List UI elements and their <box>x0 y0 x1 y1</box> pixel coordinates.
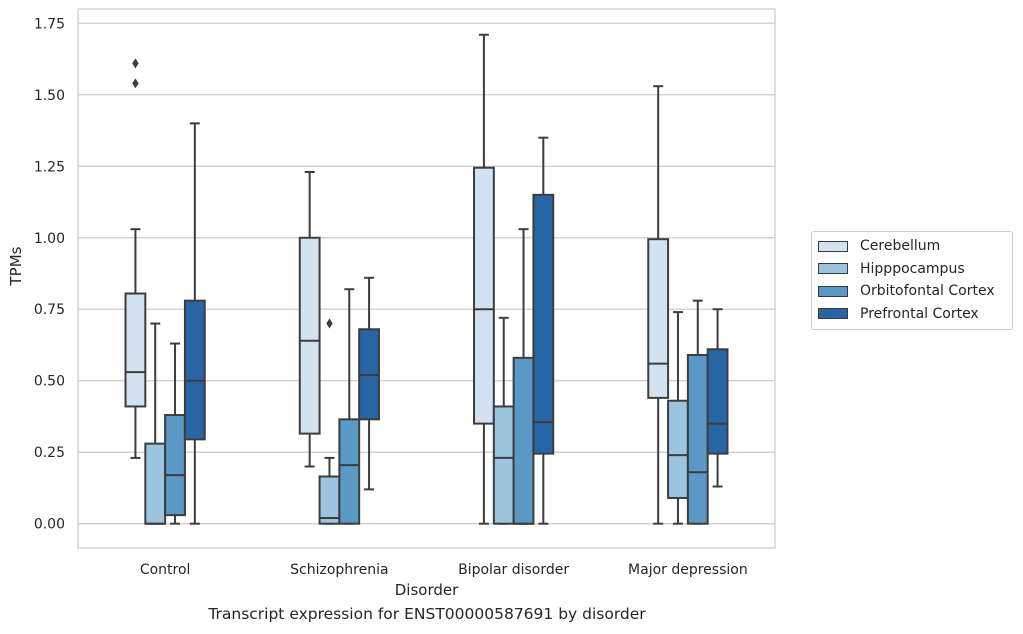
outlier-point <box>326 318 333 329</box>
box-hipppocampus <box>144 322 167 525</box>
legend-label: Prefrontal Cortex <box>860 305 979 322</box>
box-hipppocampus <box>492 316 515 525</box>
box-hipppocampus <box>318 318 341 525</box>
x-tick-label: Schizophrenia <box>290 562 388 578</box>
x-tick-label: Control <box>140 562 191 578</box>
box-cerebellum <box>473 33 495 525</box>
legend-item: Hipppocampus <box>818 258 1012 281</box>
plot-area-frame <box>77 8 776 549</box>
y-axis-label: TPMs <box>7 246 25 286</box>
legend-swatch <box>818 285 848 297</box>
box-orbitofontal-cortex <box>338 288 361 525</box>
box-cerebellum <box>298 170 321 468</box>
legend-label: Cerebellum <box>860 238 941 255</box>
y-tick-label: 1.50 <box>34 88 65 104</box>
box-cerebellum <box>647 85 670 525</box>
y-tick-label: 0.25 <box>34 445 65 461</box>
legend-item: Cerebellum <box>818 235 1012 258</box>
legend-label: Orbitofontal Cortex <box>860 283 995 300</box>
legend: Cerebellum Hipppocampus Orbitofontal Corte… <box>811 231 1013 330</box>
box-plot-marks <box>124 33 729 525</box>
y-tick-label: 1.00 <box>34 231 65 247</box>
y-axis-ticks: 0.00 0.25 0.50 0.75 1.00 1.25 1.50 1.75 <box>34 16 65 532</box>
legend-item: Prefrontal Cortex <box>818 303 1012 326</box>
box-prefrontal-cortex <box>706 308 729 488</box>
y-tick-label: 0.75 <box>34 302 65 318</box>
legend-swatch <box>818 240 848 252</box>
x-tick-label: Bipolar disorder <box>458 562 569 578</box>
x-axis-ticks: Control Schizophrenia Bipolar disorder Majo… <box>140 562 748 578</box>
box-hipppocampus <box>667 311 689 525</box>
legend-swatch <box>818 263 848 275</box>
x-tick-label: Major depression <box>628 562 748 578</box>
box-orbitofontal-cortex <box>512 228 535 525</box>
y-tick-label: 0.50 <box>34 374 65 390</box>
box-prefrontal-cortex <box>183 122 206 525</box>
box-orbitofontal-cortex <box>686 299 709 525</box>
box-prefrontal-cortex <box>358 276 380 491</box>
outlier-point <box>132 58 139 69</box>
x-axis-label: Disorder <box>395 581 459 599</box>
figure-caption: Transcript expression for ENST0000058769… <box>208 605 646 623</box>
outlier-point <box>132 78 139 89</box>
box-orbitofontal-cortex <box>164 342 186 525</box>
y-tick-label: 0.00 <box>34 517 65 533</box>
box-prefrontal-cortex <box>532 136 555 525</box>
y-tick-label: 1.25 <box>34 159 65 175</box>
box-cerebellum <box>124 58 147 459</box>
legend-swatch <box>818 308 848 320</box>
legend-item: Orbitofontal Cortex <box>818 280 1012 303</box>
legend-label: Hipppocampus <box>860 260 965 277</box>
y-tick-label: 1.75 <box>34 16 65 32</box>
